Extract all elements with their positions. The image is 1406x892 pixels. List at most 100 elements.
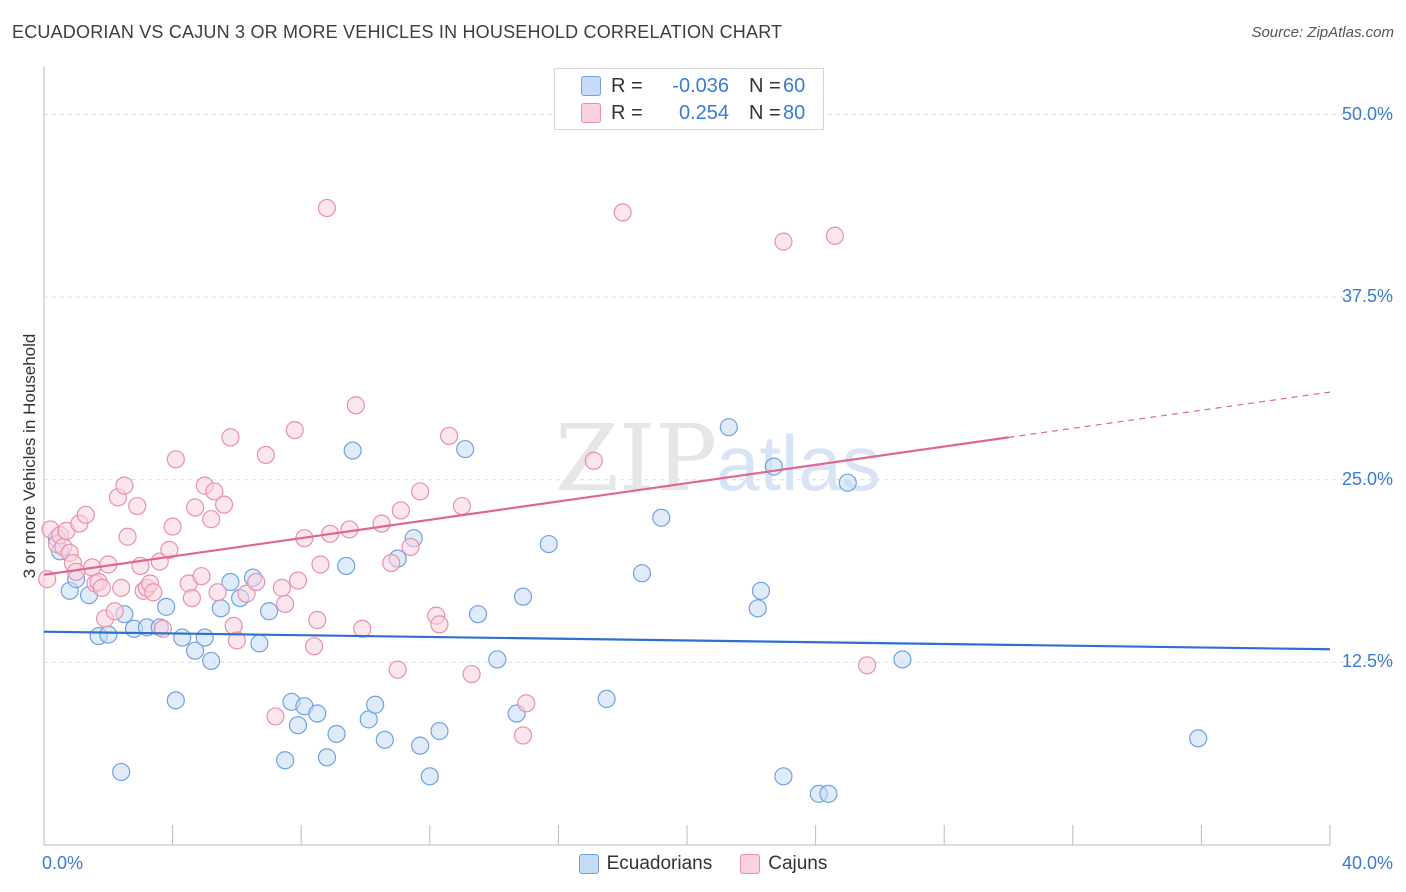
legend-item-cajuns: Cajuns (740, 853, 827, 875)
cajuns-trend-line (43, 436, 1009, 576)
data-point (250, 634, 269, 653)
data-point (652, 508, 671, 527)
n-label: N = (749, 74, 781, 97)
data-point (430, 615, 449, 634)
data-point (439, 426, 459, 446)
data-point (76, 505, 95, 524)
data-point (272, 578, 292, 597)
data-point (366, 695, 385, 714)
data-point (513, 726, 533, 745)
n-value: 80 (783, 101, 806, 124)
stats-legend: R = -0.036 N = 60 R = 0.254 N = 80 (554, 68, 824, 130)
data-point (214, 495, 234, 514)
source-label: Source: ZipAtlas.com (1251, 24, 1394, 41)
y-tick-label: 50.0% (1341, 103, 1393, 124)
data-point (166, 450, 185, 469)
data-point (857, 656, 877, 675)
legend-label: Ecuadorians (606, 853, 713, 874)
data-point (115, 476, 134, 495)
data-point (166, 691, 185, 710)
data-point (153, 619, 173, 638)
data-point (118, 527, 137, 546)
data-point (285, 420, 304, 440)
data-point (632, 564, 652, 583)
data-point (539, 534, 558, 554)
data-point (317, 198, 337, 218)
data-point (353, 619, 372, 638)
ecuadorians-points (47, 418, 1208, 803)
data-point (308, 704, 327, 723)
data-point (774, 232, 793, 251)
data-point (157, 597, 176, 616)
y-tick-label: 25.0% (1341, 468, 1393, 489)
legend-item-ecuadorians: Ecuadorians (578, 853, 713, 875)
y-tick-label: 37.5% (1341, 286, 1393, 307)
data-point (748, 599, 767, 618)
data-point (819, 784, 838, 803)
r-value: -0.036 (672, 74, 729, 97)
data-point (99, 625, 118, 644)
x-tick-label: 0.0% (42, 853, 84, 873)
x-tick-label: 40.0% (1341, 853, 1393, 873)
data-point (92, 578, 111, 597)
data-point (112, 578, 131, 597)
data-point (382, 553, 401, 573)
data-point (584, 451, 603, 470)
data-point (163, 517, 182, 536)
cajuns-trend-extension (1008, 391, 1331, 438)
data-point (144, 583, 163, 602)
axes (43, 66, 1331, 846)
data-point (343, 441, 362, 460)
data-point (513, 587, 533, 606)
data-point (128, 496, 147, 516)
data-point (276, 751, 295, 770)
watermark-atlas: atlas (716, 419, 881, 507)
data-point (411, 482, 430, 501)
data-point (195, 628, 214, 647)
data-point (266, 707, 285, 726)
data-point (105, 602, 124, 621)
n-label: N = (749, 101, 781, 124)
data-point (288, 716, 308, 735)
data-point (327, 724, 346, 744)
r-value: 0.254 (678, 101, 729, 124)
watermark-zip: ZIP (555, 405, 717, 512)
watermark: ZIP atlas (555, 405, 881, 512)
stats-row-cajuns: R = 0.254 N = 80 (581, 100, 805, 126)
data-point (317, 748, 337, 767)
data-point (288, 571, 308, 590)
legend-label: Cajuns (768, 853, 828, 874)
data-point (202, 651, 221, 671)
data-point (256, 445, 275, 465)
data-point (719, 418, 738, 437)
data-point (221, 428, 240, 447)
data-point (517, 694, 536, 713)
data-point (388, 660, 407, 679)
data-point (411, 736, 430, 755)
data-point (208, 583, 227, 602)
trend-lines (43, 391, 1331, 651)
r-label: R = (611, 101, 643, 124)
data-point (452, 496, 472, 516)
data-point (893, 650, 912, 669)
data-point (311, 555, 330, 574)
stats-row-ecuadorians: R = -0.036 N = 60 (581, 73, 805, 99)
data-point (430, 721, 449, 741)
data-point (276, 594, 295, 614)
data-point (202, 510, 221, 529)
data-point (211, 599, 230, 618)
data-point (420, 767, 439, 786)
y-tick-label: 12.5% (1341, 651, 1393, 672)
data-point (259, 602, 279, 621)
data-point (346, 396, 365, 415)
data-point (751, 581, 771, 600)
data-point (613, 203, 632, 222)
data-point (372, 514, 391, 533)
data-point (401, 537, 420, 557)
n-value: 60 (783, 74, 806, 97)
ecuadorians-trend-line (43, 630, 1331, 651)
data-point (838, 473, 857, 492)
data-point (182, 588, 201, 608)
data-point (247, 572, 266, 592)
